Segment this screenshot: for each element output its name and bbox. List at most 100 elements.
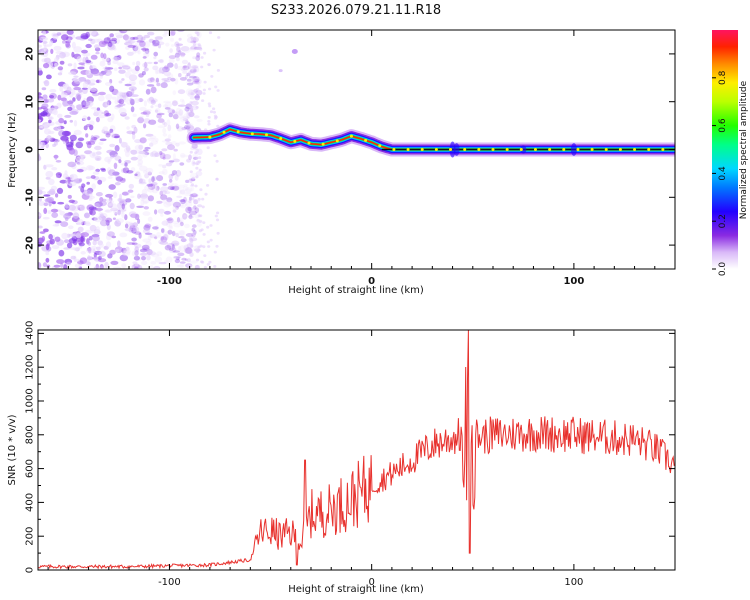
noise-blob <box>194 79 200 83</box>
noise-blob <box>129 79 136 87</box>
noise-blob <box>124 160 131 164</box>
noise-blob <box>191 197 195 201</box>
noise-blob <box>193 66 197 69</box>
noise-blob <box>97 179 103 185</box>
noise-blob <box>170 37 174 42</box>
noise-blob <box>82 81 89 89</box>
noise-blob <box>132 133 136 140</box>
noise-blob <box>122 191 130 196</box>
noise-blob <box>175 142 180 147</box>
noise-blob <box>155 138 159 142</box>
noise-blob <box>168 160 175 163</box>
noise-blob <box>155 224 159 231</box>
noise-blob <box>136 40 145 43</box>
noise-blob <box>49 40 54 46</box>
noise-blob <box>178 202 184 207</box>
noise-blob <box>125 170 134 174</box>
spectrogram-ytick-label: 0 <box>25 146 36 153</box>
noise-blob <box>178 141 186 145</box>
noise-blob <box>119 254 128 262</box>
noise-blob <box>207 63 211 67</box>
noise-blob <box>157 125 166 129</box>
noise-blob <box>167 62 174 68</box>
noise-blob <box>118 66 123 70</box>
ridge-bump <box>570 143 577 156</box>
noise-blob <box>208 87 212 91</box>
noise-blob <box>109 33 114 38</box>
noise-blob <box>190 40 197 44</box>
noise-blob <box>71 88 76 96</box>
noise-blob <box>173 250 180 253</box>
noise-blob <box>134 42 142 48</box>
noise-blob <box>181 99 185 106</box>
noise-blob <box>146 97 154 103</box>
noise-blob <box>113 67 118 72</box>
noise-blob <box>182 65 190 71</box>
noise-blob <box>118 198 127 202</box>
noise-blob <box>189 170 193 174</box>
noise-blob <box>113 54 121 59</box>
noise-blob <box>131 250 139 257</box>
noise-blob <box>108 203 114 207</box>
noise-blob <box>162 164 167 169</box>
noise-blob <box>43 45 47 52</box>
noise-blob <box>168 160 174 164</box>
noise-blob <box>157 150 163 154</box>
noise-blob <box>89 224 97 232</box>
noise-blob <box>141 71 146 76</box>
noise-blob <box>161 220 169 226</box>
noise-blob <box>166 218 173 221</box>
noise-blob <box>178 50 182 54</box>
noise-blob <box>182 116 190 119</box>
noise-blob <box>126 67 133 72</box>
noise-blob <box>188 123 192 127</box>
noise-blob <box>95 109 103 116</box>
noise-blob <box>143 201 148 205</box>
noise-blob <box>201 260 205 264</box>
noise-blob <box>130 195 135 199</box>
noise-blob <box>126 51 134 56</box>
noise-blob <box>112 217 116 220</box>
noise-blob <box>175 111 183 116</box>
noise-blob <box>163 154 172 160</box>
ridge-hotspot <box>590 148 594 151</box>
noise-blob <box>159 152 166 159</box>
noise-blob <box>142 211 151 216</box>
noise-blob <box>117 240 121 247</box>
noise-blob <box>185 124 195 131</box>
noise-blob <box>137 116 145 124</box>
ridge-hotspot <box>222 130 226 134</box>
noise-blob <box>117 62 125 67</box>
noise-blob <box>117 197 123 202</box>
noise-blob <box>132 113 137 118</box>
noise-blob <box>139 193 149 199</box>
noise-blob <box>111 37 117 42</box>
noise-blob <box>69 110 78 115</box>
noise-blob <box>162 33 168 37</box>
noise-blob <box>186 82 194 86</box>
noise-blob <box>151 79 160 83</box>
noise-blob <box>179 217 184 224</box>
noise-blob <box>95 246 101 251</box>
noise-blob <box>171 100 179 103</box>
noise-blob <box>128 183 134 189</box>
noise-blob <box>124 162 128 167</box>
noise-blob <box>184 187 193 193</box>
noise-blob <box>161 227 166 235</box>
noise-blob <box>144 61 148 69</box>
noise-blob <box>145 88 151 95</box>
noise-blob <box>105 193 114 198</box>
noise-blob <box>180 52 186 58</box>
snr-ytick-label: 800 <box>25 425 36 444</box>
noise-blob <box>70 255 76 260</box>
noise-blob <box>174 174 179 181</box>
noise-blob <box>175 232 179 238</box>
noise-blob <box>161 79 168 83</box>
noise-blob <box>170 173 175 177</box>
colorbar-tick-label: 0.8 <box>718 70 728 85</box>
noise-blob <box>195 258 200 262</box>
noise-blob <box>44 128 51 135</box>
noise-blob <box>164 210 171 215</box>
noise-blob <box>47 98 55 103</box>
noise-blob <box>46 135 52 141</box>
